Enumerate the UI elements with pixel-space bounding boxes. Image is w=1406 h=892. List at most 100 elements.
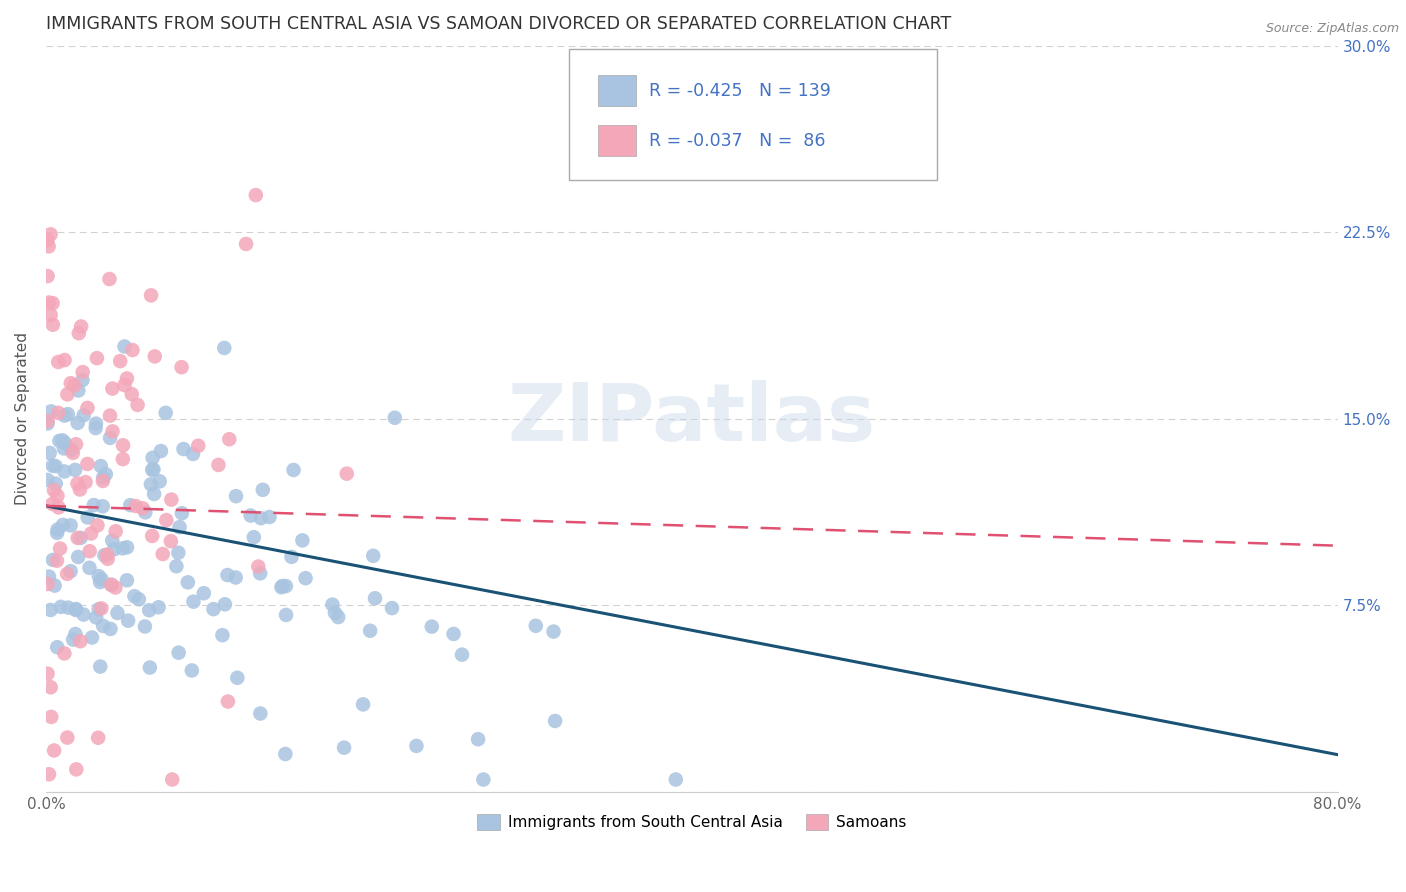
Point [115, 371, 138, 385]
Legend: Immigrants from South Central Asia, Samoans: Immigrants from South Central Asia, Samo… [471, 808, 912, 837]
Point [37, 417, 59, 431]
Point [104, 581, 127, 595]
Point [86, 518, 108, 533]
Point [117, 614, 139, 628]
Point [250, 511, 273, 525]
Point [100, 577, 122, 591]
Point [100, 622, 122, 636]
Point [39, 404, 62, 418]
Point [41, 296, 63, 310]
Point [291, 533, 314, 548]
Point [48, 434, 70, 448]
Point [56, 731, 79, 745]
Point [98, 431, 121, 445]
Point [52, 442, 75, 456]
Point [41, 458, 63, 473]
Point [420, 620, 443, 634]
Point [218, 432, 240, 446]
Point [97, 551, 120, 566]
Point [65, 627, 87, 641]
Point [167, 646, 190, 660]
Point [83, 498, 105, 512]
Point [46, 489, 69, 503]
Point [70, 319, 93, 334]
Point [247, 559, 270, 574]
FancyBboxPatch shape [569, 49, 938, 180]
Point [91, 500, 114, 514]
Point [167, 546, 190, 560]
Point [53, 353, 76, 368]
Point [405, 739, 427, 753]
Point [46, 523, 69, 537]
Point [38, 446, 60, 460]
Point [160, 772, 183, 787]
Text: ZIPatlas: ZIPatlas [508, 380, 876, 458]
Point [49, 599, 72, 614]
Point [472, 772, 495, 787]
Y-axis label: Divorced or Separated: Divorced or Separated [15, 333, 30, 505]
Point [321, 598, 343, 612]
Point [37, 577, 59, 591]
Point [39, 308, 62, 322]
Point [42, 743, 65, 757]
Point [239, 508, 262, 523]
Point [160, 534, 183, 549]
Point [141, 529, 163, 543]
Point [115, 541, 138, 555]
Point [53, 465, 76, 479]
Point [364, 591, 387, 606]
Point [108, 354, 131, 368]
Point [37, 268, 59, 283]
Point [87, 569, 110, 583]
Point [134, 505, 156, 519]
Point [63, 463, 86, 477]
Point [274, 579, 297, 593]
Point [48, 500, 70, 515]
Point [91, 471, 114, 485]
Point [56, 600, 79, 615]
Point [65, 602, 87, 616]
Point [259, 510, 281, 524]
Point [38, 295, 60, 310]
Point [38, 239, 60, 253]
Point [165, 559, 187, 574]
Point [170, 360, 193, 375]
Point [270, 580, 292, 594]
Point [333, 740, 356, 755]
FancyBboxPatch shape [598, 75, 637, 106]
Point [66, 476, 89, 491]
Point [336, 467, 359, 481]
Point [98, 272, 121, 286]
Point [217, 568, 239, 582]
Point [543, 624, 565, 639]
Point [93, 548, 115, 562]
Point [60, 442, 83, 457]
Point [124, 589, 146, 603]
Point [193, 586, 215, 600]
Point [180, 664, 202, 678]
Point [38, 767, 60, 781]
Point [37, 473, 59, 487]
Point [44, 459, 66, 474]
Point [37, 666, 59, 681]
Point [65, 603, 87, 617]
Point [245, 188, 267, 202]
Point [69, 531, 91, 545]
Point [124, 499, 146, 513]
Point [79, 561, 101, 575]
Point [361, 549, 384, 563]
Point [323, 606, 346, 620]
Point [86, 351, 108, 366]
Point [107, 606, 129, 620]
Point [225, 489, 247, 503]
Point [139, 477, 162, 491]
Point [42, 483, 65, 497]
Point [177, 575, 200, 590]
Point [66, 531, 89, 545]
Point [101, 382, 124, 396]
Point [111, 452, 134, 467]
Point [141, 463, 163, 477]
Text: IMMIGRANTS FROM SOUTH CENTRAL ASIA VS SAMOAN DIVORCED OR SEPARATED CORRELATION C: IMMIGRANTS FROM SOUTH CENTRAL ASIA VS SA… [46, 15, 952, 33]
Point [101, 425, 124, 439]
Point [104, 524, 127, 539]
